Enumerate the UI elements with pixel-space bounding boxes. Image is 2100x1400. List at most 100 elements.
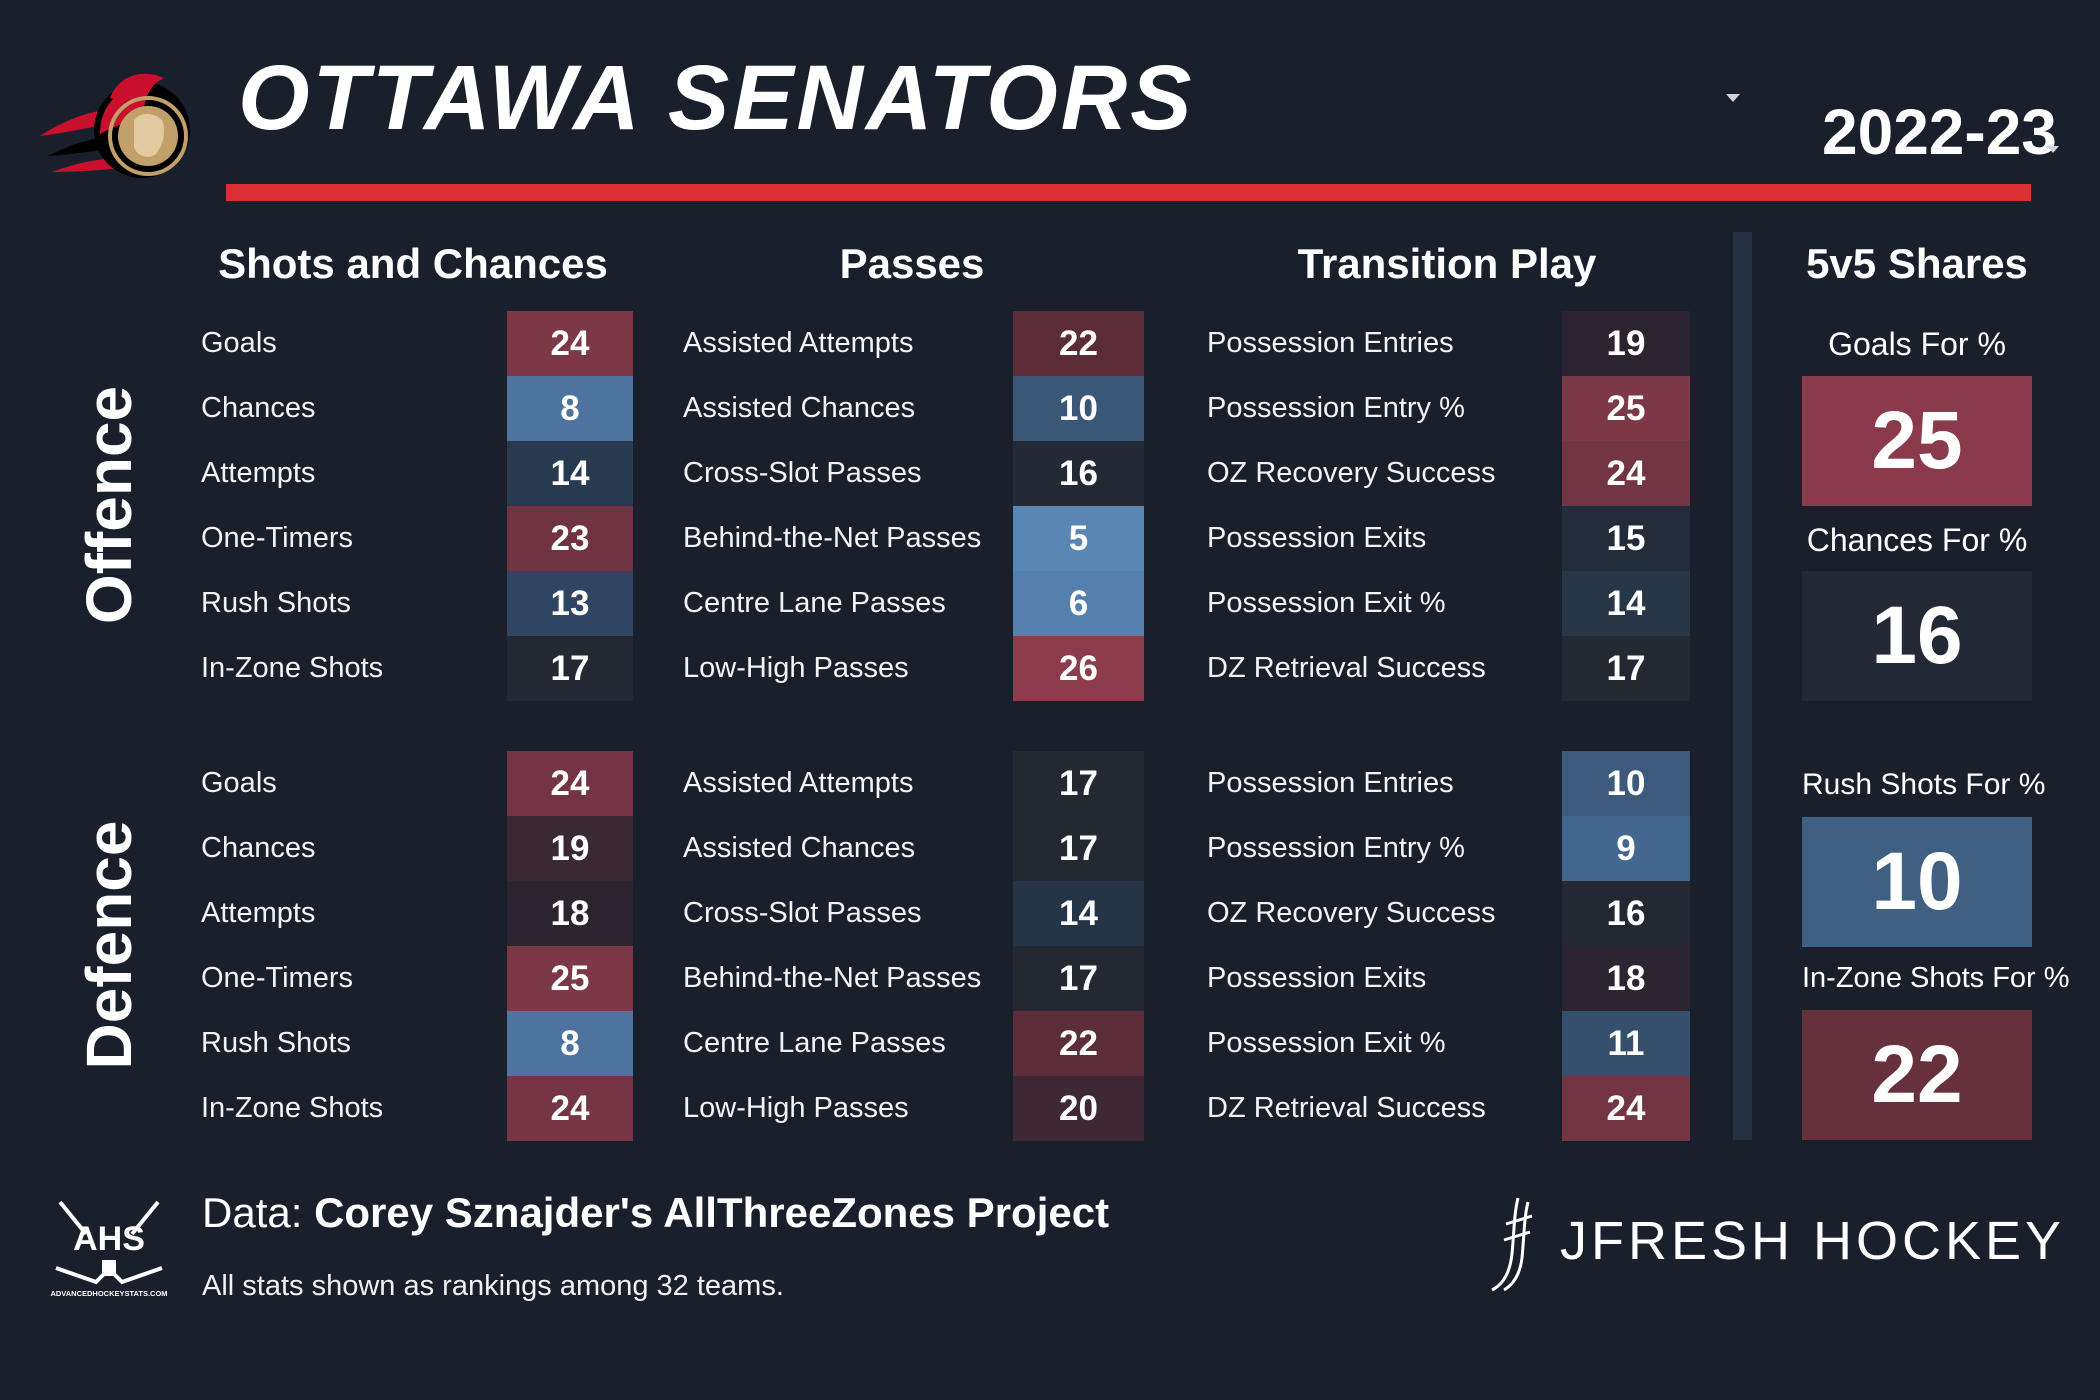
offence-transition-label: Possession Entries (1207, 327, 1454, 359)
offence-passes-label: Cross-Slot Passes (683, 457, 922, 489)
offence-transition-label: DZ Retrieval Success (1207, 652, 1486, 684)
defence-passes-label: Behind-the-Net Passes (683, 962, 982, 994)
offence-shots-rank-cell: 24 (507, 311, 633, 376)
column-divider (1733, 232, 1752, 1140)
offence-shots-label: In-Zone Shots (201, 652, 384, 684)
defence-transition-rank-cell: 9 (1562, 816, 1690, 881)
svg-text:AHS: AHS (73, 1220, 145, 1258)
side-label-offence: Offence (73, 385, 145, 625)
team-dropdown-caret-icon[interactable] (1726, 94, 1740, 102)
offence-passes-rank-cell: 10 (1013, 376, 1144, 441)
offence-transition-label: Possession Exit % (1207, 587, 1446, 619)
header-accent-bar (226, 184, 2031, 201)
defence-shots-label: Goals (201, 767, 277, 799)
defence-transition-label: DZ Retrieval Success (1207, 1092, 1486, 1124)
senators-logo (40, 73, 190, 178)
share-label-chances-for: Chances For % (1806, 522, 2028, 558)
defence-transition-rank-cell: 11 (1562, 1011, 1690, 1076)
defence-passes-label: Assisted Attempts (683, 767, 914, 799)
defence-transition-rank-cell: 24 (1562, 1076, 1690, 1141)
offence-passes-rank-cell: 22 (1013, 311, 1144, 376)
offence-passes-rank-cell: 16 (1013, 441, 1144, 506)
ahs-logo: AHS ADVANCEDHOCKEYSTATS.COM (50, 1200, 168, 1298)
season-selector[interactable]: 2022-23 (1822, 96, 2057, 168)
defence-transition-label: Possession Exit % (1207, 1027, 1446, 1059)
share-box-rush-shots-for: 10 (1802, 817, 2032, 947)
defence-shots-rank-cell: 8 (507, 1011, 633, 1076)
section-title-shots: Shots and Chances (218, 240, 608, 287)
offence-shots-label: Chances (201, 392, 316, 424)
season-dropdown-caret-icon[interactable] (2047, 146, 2059, 153)
share-box-in-zone-shots-for: 22 (1802, 1010, 2032, 1140)
jfresh-hockey-wordmark: JFRESH HOCKEY (1560, 1211, 2066, 1271)
offence-passes-label: Assisted Chances (683, 392, 916, 424)
defence-transition-rank-cell: 18 (1562, 946, 1690, 1011)
section-title-transition: Transition Play (1297, 240, 1597, 287)
offence-passes-rank-cell: 5 (1013, 506, 1144, 571)
offence-shots-rank-cell: 23 (507, 506, 633, 571)
defence-passes-rank-cell: 17 (1013, 816, 1144, 881)
offence-transition-label: OZ Recovery Success (1207, 457, 1496, 489)
offence-shots-label: Rush Shots (201, 587, 351, 619)
defence-shots-label: Attempts (201, 897, 316, 929)
defence-shots-label: Chances (201, 832, 316, 864)
defence-transition-rank-cell: 16 (1562, 881, 1690, 946)
offence-passes-rank-cell: 6 (1013, 571, 1144, 636)
defence-transition-label: Possession Entries (1207, 767, 1454, 799)
offence-transition-rank-cell: 25 (1562, 376, 1690, 441)
offence-transition-rank-cell: 24 (1562, 441, 1690, 506)
data-prefix: Data: (202, 1189, 315, 1236)
share-label-goals-for: Goals For % (1828, 326, 2006, 362)
data-source-link[interactable]: Corey Sznajder's AllThreeZones Project (314, 1189, 1110, 1236)
defence-shots-label: Rush Shots (201, 1027, 351, 1059)
side-label-defence: Defence (73, 820, 145, 1070)
offence-transition-rank-cell: 15 (1562, 506, 1690, 571)
defence-transition-rank-cell: 10 (1562, 751, 1690, 816)
offence-passes-label: Assisted Attempts (683, 327, 914, 359)
jfresh-hockey-logo (1491, 1197, 1533, 1292)
offence-transition-rank-cell: 17 (1562, 636, 1690, 701)
offence-passes-label: Behind-the-Net Passes (683, 522, 982, 554)
share-label-rush-shots-for: Rush Shots For % (1802, 768, 2046, 801)
defence-passes-label: Centre Lane Passes (683, 1027, 946, 1059)
defence-passes-rank-cell: 20 (1013, 1076, 1144, 1141)
data-source-line: Data: Corey Sznajder's AllThreeZones Pro… (202, 1192, 1109, 1234)
defence-shots-rank-cell: 18 (507, 881, 633, 946)
defence-passes-rank-cell: 17 (1013, 751, 1144, 816)
defence-transition-label: Possession Exits (1207, 962, 1427, 994)
defence-shots-rank-cell: 24 (507, 751, 633, 816)
offence-shots-rank-cell: 8 (507, 376, 633, 441)
offence-passes-label: Centre Lane Passes (683, 587, 946, 619)
defence-passes-label: Assisted Chances (683, 832, 916, 864)
defence-passes-label: Cross-Slot Passes (683, 897, 922, 929)
team-title: OTTAWA SENATORS (238, 47, 1195, 149)
section-title-passes: Passes (839, 240, 985, 287)
defence-passes-rank-cell: 17 (1013, 946, 1144, 1011)
offence-transition-rank-cell: 14 (1562, 571, 1690, 636)
share-box-chances-for: 16 (1802, 571, 2032, 701)
share-label-in-zone-shots-for: In-Zone Shots For % (1802, 962, 2070, 994)
svg-text:ADVANCEDHOCKEYSTATS.COM: ADVANCEDHOCKEYSTATS.COM (50, 1289, 167, 1298)
defence-shots-rank-cell: 25 (507, 946, 633, 1011)
rankings-note: All stats shown as rankings among 32 tea… (202, 1270, 784, 1302)
defence-passes-rank-cell: 14 (1013, 881, 1144, 946)
defence-transition-label: Possession Entry % (1207, 832, 1465, 864)
defence-transition-label: OZ Recovery Success (1207, 897, 1496, 929)
defence-shots-label: One-Timers (201, 962, 353, 994)
offence-transition-rank-cell: 19 (1562, 311, 1690, 376)
offence-shots-label: Attempts (201, 457, 316, 489)
section-title-shares: 5v5 Shares (1806, 240, 2028, 287)
defence-passes-label: Low-High Passes (683, 1092, 909, 1124)
share-box-goals-for: 25 (1802, 376, 2032, 506)
offence-transition-label: Possession Exits (1207, 522, 1427, 554)
defence-shots-rank-cell: 24 (507, 1076, 633, 1141)
offence-shots-rank-cell: 14 (507, 441, 633, 506)
offence-transition-label: Possession Entry % (1207, 392, 1465, 424)
offence-shots-rank-cell: 17 (507, 636, 633, 701)
defence-passes-rank-cell: 22 (1013, 1011, 1144, 1076)
offence-passes-rank-cell: 26 (1013, 636, 1144, 701)
offence-shots-label: Goals (201, 327, 277, 359)
offence-passes-label: Low-High Passes (683, 652, 909, 684)
defence-shots-label: In-Zone Shots (201, 1092, 384, 1124)
offence-shots-rank-cell: 13 (507, 571, 633, 636)
